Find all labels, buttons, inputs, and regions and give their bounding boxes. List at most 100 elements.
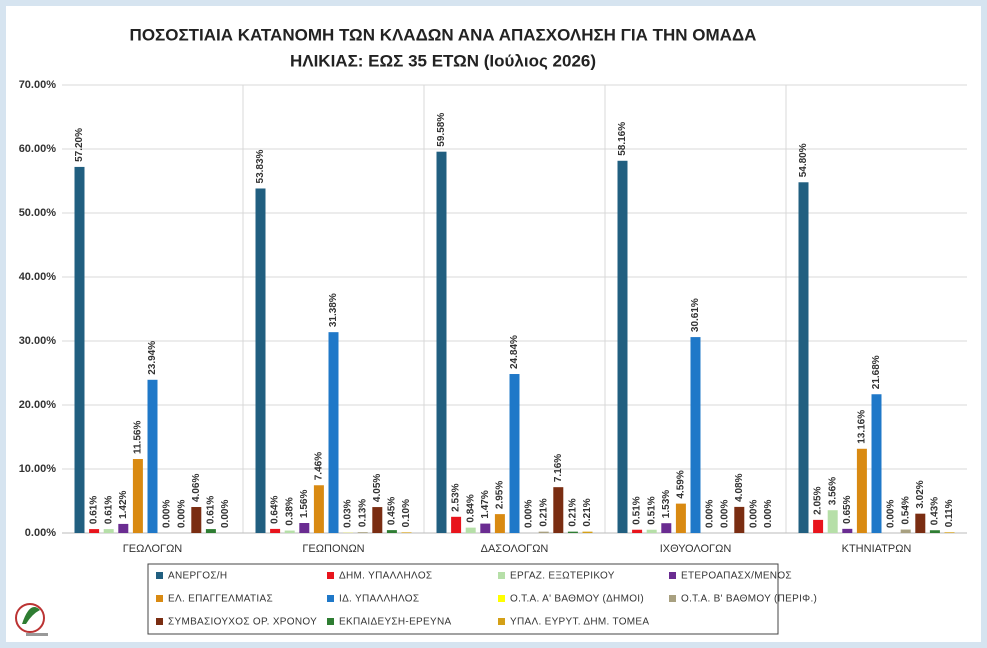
legend-label: ΙΔ. ΥΠΑΛΛΗΛΟΣ bbox=[339, 594, 419, 605]
bar bbox=[451, 516, 462, 533]
bar bbox=[132, 459, 143, 533]
bar bbox=[690, 337, 701, 533]
bar bbox=[103, 529, 114, 533]
value-label: 1.42% bbox=[118, 490, 129, 518]
bar bbox=[509, 374, 520, 533]
value-label: 0.03% bbox=[343, 499, 354, 527]
legend-swatch bbox=[498, 572, 505, 579]
legend-swatch bbox=[156, 572, 163, 579]
legend-swatch bbox=[156, 618, 163, 625]
value-label: 0.43% bbox=[930, 497, 941, 525]
legend-swatch bbox=[327, 572, 334, 579]
bar bbox=[205, 529, 216, 533]
value-label: 13.16% bbox=[857, 410, 868, 444]
bar bbox=[538, 531, 549, 533]
value-label: 0.00% bbox=[763, 500, 774, 528]
value-label: 23.94% bbox=[147, 341, 158, 375]
value-label: 0.00% bbox=[749, 500, 760, 528]
y-tick-label: 10.00% bbox=[19, 463, 57, 475]
bar bbox=[675, 503, 686, 533]
legend-swatch bbox=[327, 595, 334, 602]
value-label: 0.51% bbox=[632, 496, 643, 524]
legend-label: ΕΚΠΑΙΔΕΥΣΗ-ΕΡΕΥΝΑ bbox=[339, 617, 451, 628]
value-label: 31.38% bbox=[328, 293, 339, 327]
value-label: 4.06% bbox=[191, 474, 202, 502]
x-tick-label: ΓΕΩΠΟΝΩΝ bbox=[302, 543, 364, 555]
value-label: 1.56% bbox=[299, 490, 310, 518]
y-tick-label: 0.00% bbox=[25, 527, 56, 539]
value-label: 59.58% bbox=[436, 113, 447, 147]
bar bbox=[494, 514, 505, 533]
bar bbox=[480, 523, 491, 533]
value-label: 7.16% bbox=[553, 454, 564, 482]
value-label: 0.84% bbox=[465, 494, 476, 522]
value-label: 30.61% bbox=[690, 298, 701, 332]
bar bbox=[270, 528, 281, 533]
bar bbox=[813, 519, 824, 533]
bar bbox=[357, 532, 368, 533]
bar bbox=[798, 182, 809, 533]
value-label: 3.56% bbox=[827, 477, 838, 505]
value-label: 4.05% bbox=[372, 474, 383, 502]
value-label: 21.68% bbox=[871, 355, 882, 389]
legend-label: ΑΝΕΡΓΟΣ/Η bbox=[168, 571, 227, 582]
value-label: 0.00% bbox=[705, 500, 716, 528]
value-label: 0.65% bbox=[842, 495, 853, 523]
bar bbox=[313, 485, 324, 533]
value-label: 24.84% bbox=[509, 335, 520, 369]
bar bbox=[401, 532, 412, 533]
value-label: 0.00% bbox=[719, 500, 730, 528]
bar bbox=[191, 507, 202, 533]
legend-label: ΔΗΜ. ΥΠΑΛΛΗΛΟΣ bbox=[339, 571, 432, 582]
bar bbox=[74, 166, 85, 534]
bar bbox=[617, 160, 628, 533]
value-label: 0.21% bbox=[582, 498, 593, 526]
value-label: 2.53% bbox=[451, 483, 462, 511]
value-label: 0.64% bbox=[270, 495, 281, 523]
x-tick-label: ΓΕΩΛΟΓΩΝ bbox=[123, 543, 183, 555]
value-label: 1.53% bbox=[661, 490, 672, 518]
bar bbox=[299, 523, 310, 533]
value-label: 0.11% bbox=[944, 499, 955, 527]
legend-label: ΕΛ. ΕΠΑΓΓΕΛΜΑΤΙΑΣ bbox=[168, 594, 273, 605]
bar bbox=[118, 523, 129, 533]
legend-box bbox=[147, 563, 779, 635]
value-label: 53.83% bbox=[255, 149, 266, 183]
bar bbox=[284, 530, 295, 533]
bar bbox=[386, 530, 397, 533]
bar bbox=[632, 529, 643, 533]
value-label: 0.00% bbox=[886, 500, 897, 528]
bar bbox=[328, 332, 339, 533]
bar bbox=[553, 487, 564, 533]
x-tick-label: ΔΑΣΟΛΟΓΩΝ bbox=[481, 543, 549, 555]
value-label: 57.20% bbox=[74, 128, 85, 162]
value-label: 7.46% bbox=[314, 452, 325, 480]
legend-label: Ο.Τ.Α. Β' ΒΑΘΜΟΥ (ΠΕΡΙΦ.) bbox=[681, 594, 817, 605]
legend-swatch bbox=[327, 618, 334, 625]
legend-label: ΕΡΓΑΖ. ΕΞΩΤΕΡΙΚΟΥ bbox=[510, 571, 615, 582]
legend-swatch bbox=[498, 595, 505, 602]
bar bbox=[89, 529, 100, 533]
value-label: 0.00% bbox=[220, 500, 231, 528]
bar bbox=[372, 507, 383, 533]
value-label: 0.61% bbox=[103, 496, 114, 524]
value-label: 0.00% bbox=[162, 500, 173, 528]
bar bbox=[582, 531, 593, 533]
value-label: 0.51% bbox=[646, 496, 657, 524]
value-label: 0.10% bbox=[401, 499, 412, 527]
chart-title: ΠΟΣΟΣΤΙΑΙΑ ΚΑΤΑΝΟΜΗ ΤΩΝ ΚΛΑΔΩΝ ΑΝΑ ΑΠΑΣΧ… bbox=[130, 25, 757, 44]
x-tick-label: ΙΧΘΥΟΛΟΓΩΝ bbox=[660, 543, 732, 555]
value-label: 11.56% bbox=[133, 421, 144, 454]
value-label: 54.80% bbox=[798, 143, 809, 177]
y-tick-label: 20.00% bbox=[19, 399, 57, 411]
logo bbox=[15, 603, 48, 636]
bar bbox=[661, 523, 672, 533]
bar bbox=[915, 513, 926, 533]
y-tick-label: 50.00% bbox=[19, 207, 57, 219]
value-label: 3.02% bbox=[915, 480, 926, 508]
y-tick-label: 30.00% bbox=[19, 335, 57, 347]
bar bbox=[929, 530, 940, 533]
bar bbox=[842, 528, 853, 533]
bar bbox=[871, 394, 882, 533]
